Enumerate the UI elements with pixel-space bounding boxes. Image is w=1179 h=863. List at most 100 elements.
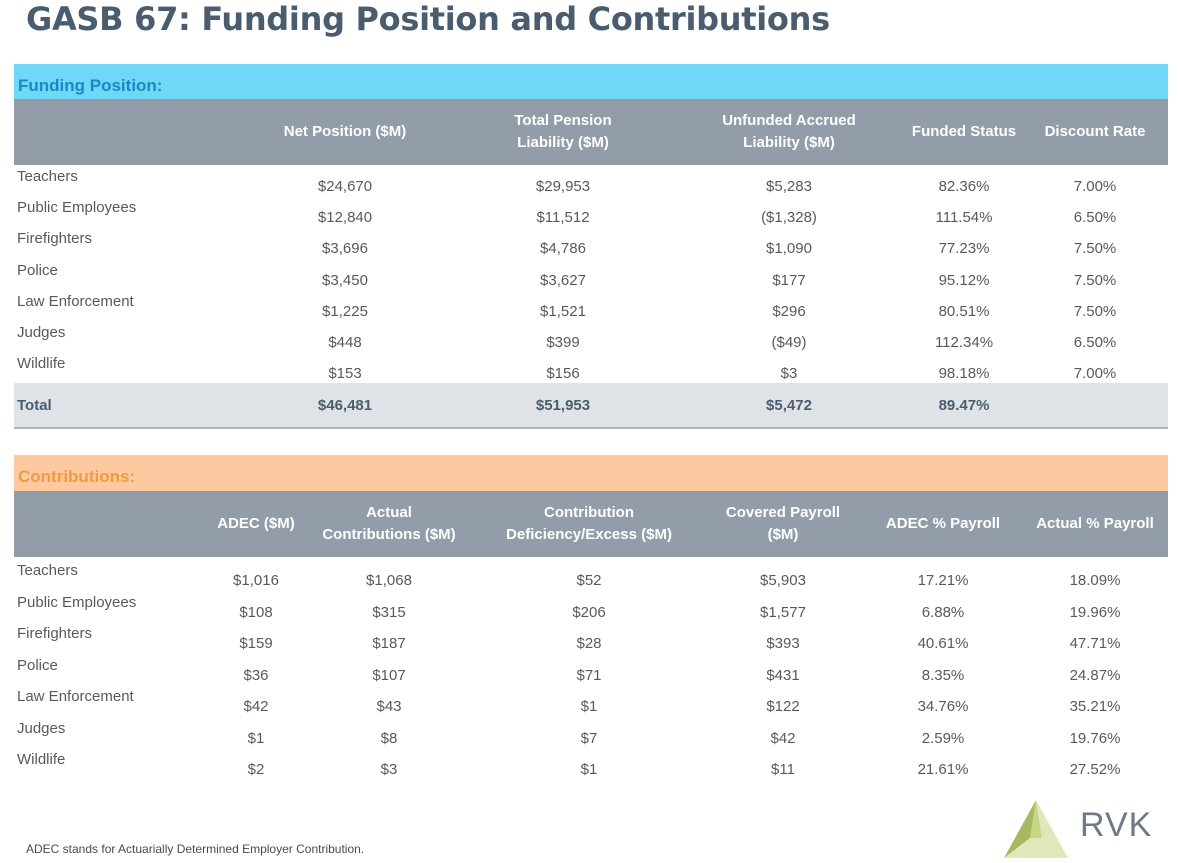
cell-total-pension-liability: $1,521	[540, 302, 586, 320]
cell-net-position: $3,696	[322, 240, 368, 258]
funding-row-wildlife: Wildlife $153 $156 $3 98.18% 7.00%	[14, 355, 1168, 394]
cell-net-position: $12,840	[317, 209, 373, 227]
cell-funded-status: 82.36%	[938, 178, 990, 195]
contributions-row-police: Police $36 $107 $71 $431 8.35% 24.87%	[14, 657, 1168, 696]
row-label: Wildlife	[17, 355, 66, 373]
cell-total-pension-liability: $3,627	[540, 271, 586, 289]
contrib-header-adec-pct-payroll: ADEC % Payroll	[885, 515, 1001, 532]
row-label: Police	[17, 261, 58, 279]
cell-deficiency-excess: $28	[576, 635, 602, 652]
cell-actual-pct-payroll: 18.09%	[1069, 572, 1121, 589]
cell-actual-contributions: $315	[372, 603, 406, 621]
cell-actual-contributions: $1,068	[366, 572, 412, 589]
cell-total-pension-liability: $4,786	[540, 240, 586, 258]
row-label: Teachers	[17, 562, 78, 579]
contributions-row-teachers: Teachers $1,016 $1,068 $52 $5,903 17.21% 18.09…	[14, 562, 1168, 601]
cell-unfunded-accrued-liability: $5,283	[766, 178, 812, 195]
cell-actual-pct-payroll: 19.76%	[1069, 729, 1121, 747]
cell-net-position: $24,670	[317, 178, 373, 195]
cell-total-pension-liability: $156	[546, 365, 580, 383]
cell-adec: $42	[243, 698, 269, 715]
funding-row-public-employees: Public Employees $12,840 $11,512 ($1,328) 11…	[14, 199, 1168, 238]
cell-adec: $108	[239, 603, 273, 621]
funding-row-teachers: Teachers $24,670 $29,953 $5,283 82.36% 7.00%	[14, 168, 1168, 207]
cell-adec: $2	[247, 761, 265, 778]
rvk-logo: RVK	[1002, 798, 1172, 860]
rvk-triangle-logo-icon	[1004, 800, 1068, 858]
rvk-logo-text: RVK	[1080, 806, 1153, 844]
cell-funded-status: 80.51%	[938, 302, 990, 320]
contrib-header-adec: ADEC ($M)	[217, 515, 295, 532]
row-label: Law Enforcement	[17, 688, 134, 705]
cell-deficiency-excess: $1	[580, 761, 598, 778]
cell-unfunded-accrued-liability: $1,090	[766, 240, 812, 258]
cell-covered-payroll: $5,903	[760, 572, 806, 589]
footnote: ADEC stands for Actuarially Determined E…	[26, 842, 365, 856]
cell-net-position: $3,450	[322, 271, 368, 289]
row-label: Police	[17, 656, 58, 674]
contrib-header-deficiency-excess: Contribution Deficiency/Excess ($M)	[506, 504, 672, 543]
cell-net-position: $153	[328, 365, 362, 383]
cell-net-position: $1,225	[322, 302, 368, 320]
cell-actual-pct-payroll: 35.21%	[1069, 698, 1121, 715]
funding-section-label: Funding Position:	[14, 64, 1168, 100]
cell-total-pension-liability: $29,953	[535, 178, 591, 195]
cell-discount-rate: 7.50%	[1073, 302, 1117, 320]
cell-adec: $1	[247, 729, 265, 747]
contributions-row-judges: Judges $1 $8 $7 $42 2.59% 19.76%	[14, 720, 1168, 759]
cell-discount-rate: 7.50%	[1073, 240, 1117, 258]
funding-row-firefighters: Firefighters $3,696 $4,786 $1,090 77.23% 7.50…	[14, 230, 1168, 269]
total-funded-status: 89.47%	[938, 397, 990, 414]
cell-discount-rate: 6.50%	[1073, 209, 1117, 227]
cell-adec-pct-payroll: 34.76%	[917, 698, 969, 715]
cell-discount-rate: 6.50%	[1073, 334, 1117, 351]
funding-header-funded-status: Funded Status	[911, 123, 1017, 140]
cell-unfunded-accrued-liability: ($49)	[771, 334, 807, 351]
cell-unfunded-accrued-liability: ($1,328)	[761, 209, 817, 227]
cell-deficiency-excess: $7	[580, 729, 598, 747]
cell-adec-pct-payroll: 40.61%	[917, 635, 969, 652]
cell-covered-payroll: $122	[766, 698, 800, 715]
funding-table-header: Net Position ($M) Total Pension Liability…	[14, 99, 1168, 165]
cell-funded-status: 98.18%	[938, 365, 990, 383]
row-label: Judges	[17, 324, 66, 341]
funding-row-police: Police $3,450 $3,627 $177 95.12% 7.50%	[14, 262, 1168, 301]
funding-header-discount-rate: Discount Rate	[1044, 123, 1146, 140]
cell-adec-pct-payroll: 8.35%	[921, 666, 965, 684]
cell-adec-pct-payroll: 17.21%	[917, 572, 969, 589]
cell-adec: $159	[239, 635, 273, 652]
cell-covered-payroll: $431	[766, 666, 800, 684]
contrib-header-covered-payroll: Covered Payroll ($M)	[725, 504, 841, 543]
funding-header-net-position: Net Position ($M)	[283, 123, 407, 140]
cell-adec-pct-payroll: 21.61%	[917, 761, 969, 778]
total-net-position: $46,481	[317, 397, 373, 414]
funding-row-judges: Judges $448 $399 ($49) 112.34% 6.50%	[14, 324, 1168, 363]
cell-discount-rate: 7.00%	[1073, 365, 1117, 383]
page-title: GASB 67: Funding Position and Contributi…	[26, 0, 830, 38]
cell-funded-status: 111.54%	[935, 209, 993, 227]
row-label: Public Employees	[17, 593, 137, 611]
cell-actual-contributions: $107	[372, 666, 406, 684]
cell-actual-contributions: $8	[380, 729, 398, 747]
row-label: Public Employees	[17, 199, 137, 217]
cell-unfunded-accrued-liability: $177	[772, 271, 806, 289]
total-label: Total	[17, 397, 52, 414]
cell-funded-status: 77.23%	[938, 240, 990, 258]
cell-actual-contributions: $3	[380, 761, 398, 778]
total-unfunded-liability: $5,472	[766, 397, 812, 414]
cell-unfunded-accrued-liability: $296	[772, 302, 806, 320]
cell-covered-payroll: $11	[771, 761, 795, 778]
total-pension-liability: $51,953	[535, 397, 591, 414]
contributions-row-public-employees: Public Employees $108 $315 $206 $1,577 6.88% 1…	[14, 594, 1168, 633]
cell-covered-payroll: $1,577	[760, 603, 806, 621]
cell-actual-contributions: $43	[376, 698, 402, 715]
contributions-table-header: ADEC ($M) Actual Contributions ($M) Contr…	[14, 491, 1168, 557]
cell-deficiency-excess: $206	[572, 603, 606, 621]
cell-adec-pct-payroll: 6.88%	[921, 603, 965, 621]
cell-deficiency-excess: $1	[580, 698, 598, 715]
row-label: Firefighters	[17, 625, 93, 642]
cell-net-position: $448	[328, 334, 362, 351]
row-label: Wildlife	[17, 751, 66, 768]
cell-adec-pct-payroll: 2.59%	[921, 729, 965, 747]
cell-funded-status: 112.34%	[934, 334, 994, 351]
